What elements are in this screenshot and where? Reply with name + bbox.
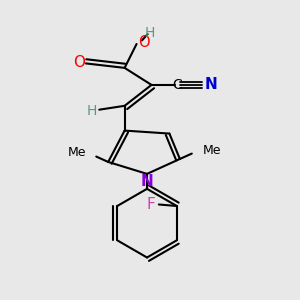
Text: F: F bbox=[147, 197, 156, 212]
Text: N: N bbox=[205, 77, 218, 92]
Text: H: H bbox=[145, 26, 155, 40]
Text: H: H bbox=[87, 104, 97, 118]
Text: O: O bbox=[138, 35, 150, 50]
Text: C: C bbox=[172, 78, 182, 92]
Text: Me: Me bbox=[67, 146, 86, 160]
Text: N: N bbox=[141, 175, 153, 190]
Text: Me: Me bbox=[202, 143, 221, 157]
Text: O: O bbox=[73, 55, 85, 70]
